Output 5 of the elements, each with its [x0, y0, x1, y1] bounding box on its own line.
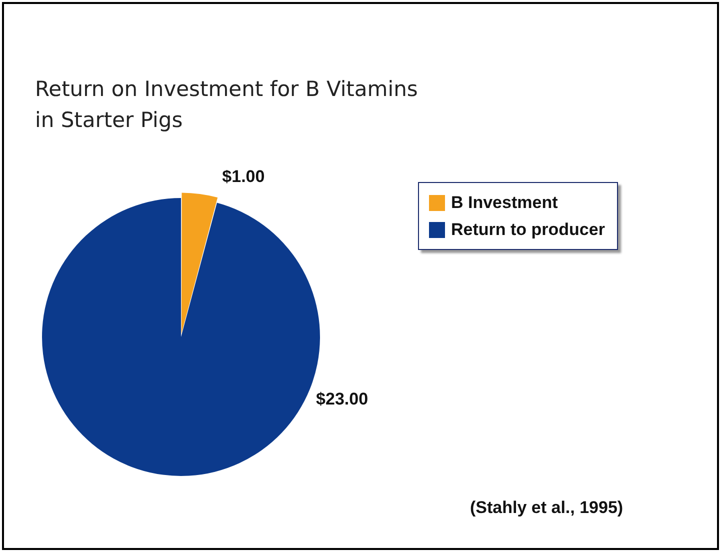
- legend-label: Return to producer: [451, 219, 605, 241]
- text: (Stahly et al., 1995): [470, 498, 624, 518]
- chart-title: Return on Investment for B Vitamins in Starter Pigs: [35, 76, 418, 134]
- data-label: $23.00: [316, 390, 368, 409]
- legend-label: B Investment: [451, 192, 558, 214]
